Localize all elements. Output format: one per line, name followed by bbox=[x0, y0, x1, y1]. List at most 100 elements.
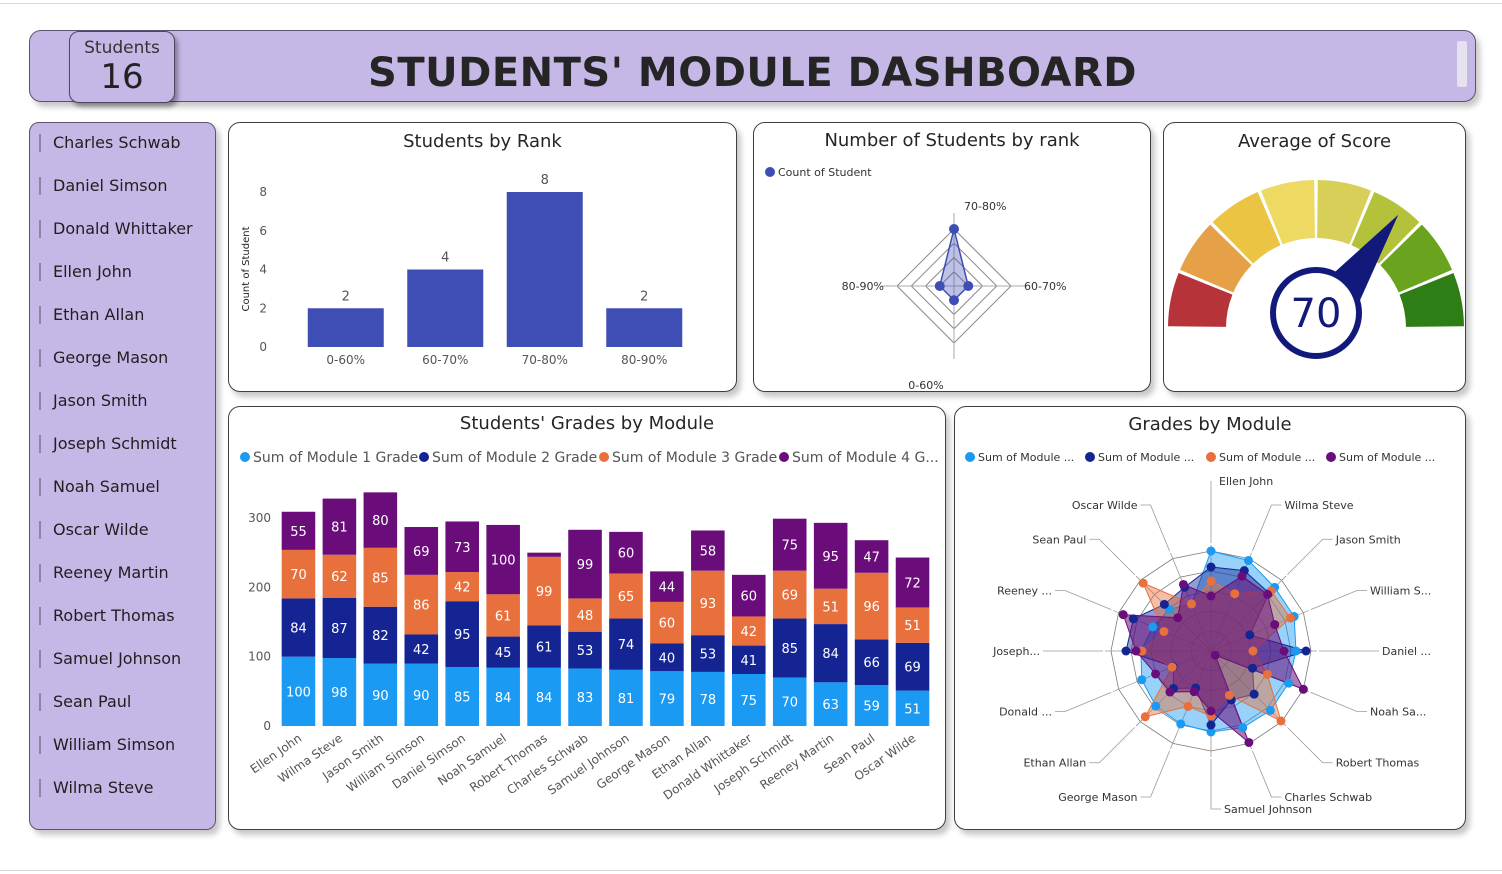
slicer-item[interactable]: Wilma Steve bbox=[39, 776, 209, 800]
radar-axis-label: 60-70% bbox=[1024, 280, 1066, 293]
radar-axis-label: 0-60% bbox=[908, 379, 943, 392]
radar-point bbox=[1262, 669, 1272, 679]
radar-point bbox=[1249, 689, 1259, 699]
stacked-bar-segment bbox=[731, 674, 766, 726]
data-label: 45 bbox=[495, 646, 512, 661]
callout-line bbox=[1055, 691, 1112, 712]
stacked-bar-segment bbox=[895, 690, 930, 726]
y-tick-label: 0 bbox=[259, 340, 267, 354]
stacked-bar-segment bbox=[486, 667, 520, 726]
radar-point bbox=[1238, 723, 1248, 733]
stacked-bar-segment bbox=[895, 557, 930, 608]
data-label: 65 bbox=[618, 590, 635, 605]
data-label: 51 bbox=[904, 619, 921, 634]
data-label: 42 bbox=[413, 643, 430, 658]
legend-marker bbox=[419, 452, 429, 462]
data-label: 85 bbox=[454, 691, 471, 706]
data-label: 90 bbox=[372, 689, 389, 704]
data-label: 96 bbox=[863, 600, 880, 615]
students-by-rank-title: Students by Rank bbox=[403, 131, 562, 152]
legend-label: Sum of Module ... bbox=[1219, 451, 1315, 464]
data-label: 66 bbox=[863, 656, 880, 671]
stacked-bar-segment bbox=[609, 531, 643, 574]
slicer-item[interactable]: Robert Thomas bbox=[39, 604, 209, 628]
x-tick-label: 0-60% bbox=[326, 353, 365, 367]
slicer-item-label: Samuel Johnson bbox=[53, 649, 182, 668]
stacked-bar-segment bbox=[691, 570, 725, 636]
slicer-item[interactable]: Ethan Allan bbox=[39, 303, 209, 327]
report-canvas bbox=[0, 3, 1502, 871]
slicer-item[interactable]: Joseph Schmidt bbox=[39, 432, 209, 456]
radar-point bbox=[1244, 737, 1254, 747]
slicer-item[interactable]: Reeney Martin bbox=[39, 561, 209, 585]
legend-label: Sum of Module 1 Grade bbox=[253, 450, 418, 466]
radar-point bbox=[1248, 663, 1258, 673]
data-label: 59 bbox=[863, 700, 880, 715]
stacked-bar-segment bbox=[813, 522, 848, 589]
stacked-bar-segment bbox=[363, 492, 398, 548]
slicer-item[interactable]: Oscar Wilde bbox=[39, 518, 209, 542]
slicer-item-label: Jason Smith bbox=[53, 391, 148, 410]
legend-marker bbox=[765, 167, 775, 177]
radar-axis-label: Wilma Steve bbox=[1284, 499, 1353, 512]
data-label: 44 bbox=[659, 581, 676, 596]
data-label: 62 bbox=[331, 570, 348, 585]
data-label: 81 bbox=[618, 692, 635, 707]
radar-point bbox=[1131, 646, 1141, 656]
slicer-item[interactable]: Samuel Johnson bbox=[39, 647, 209, 671]
gauge-band bbox=[1317, 180, 1371, 245]
legend-label: Sum of Module 4 G... bbox=[792, 450, 939, 466]
slicer-item[interactable]: Sean Paul bbox=[39, 690, 209, 714]
data-label: 42 bbox=[741, 625, 758, 640]
stacked-bar-segment bbox=[486, 524, 520, 595]
data-label: 98 bbox=[331, 686, 348, 701]
data-label: 86 bbox=[413, 599, 430, 614]
radar-axis-label: Jason Smith bbox=[1335, 533, 1401, 546]
y-tick-label: 8 bbox=[259, 185, 267, 199]
slicer-item[interactable]: Daniel Simson bbox=[39, 174, 209, 198]
radar-point bbox=[1224, 690, 1234, 700]
data-label: 42 bbox=[454, 581, 471, 596]
data-label: 51 bbox=[822, 600, 839, 615]
slicer-item-marker bbox=[39, 478, 41, 496]
slicer-item[interactable]: William Simson bbox=[39, 733, 209, 757]
slicer-item[interactable]: George Mason bbox=[39, 346, 209, 370]
data-label: 82 bbox=[372, 629, 389, 644]
data-label: 93 bbox=[700, 597, 717, 612]
stacked-bar-segment bbox=[772, 618, 807, 678]
slicer-item-marker bbox=[39, 650, 41, 668]
slicer-item[interactable]: Jason Smith bbox=[39, 389, 209, 413]
stacked-bar-segment bbox=[445, 601, 480, 668]
data-label: 69 bbox=[413, 545, 430, 560]
radar-point bbox=[1206, 591, 1216, 601]
slicer-item-marker bbox=[39, 564, 41, 582]
radar-point bbox=[1206, 727, 1216, 737]
gauge-band bbox=[1168, 273, 1233, 327]
data-label: 90 bbox=[413, 689, 430, 704]
y-tick-label: 300 bbox=[248, 511, 271, 525]
data-label: 60 bbox=[659, 617, 676, 632]
slicer-item-marker bbox=[39, 349, 41, 367]
slicer-item[interactable]: Charles Schwab bbox=[39, 131, 209, 155]
stacked-bar-segment bbox=[486, 636, 520, 668]
radar-axis-label: 70-80% bbox=[964, 200, 1006, 213]
radar-point bbox=[1176, 719, 1186, 729]
radar-point bbox=[1128, 614, 1138, 624]
slicer-item[interactable]: Noah Samuel bbox=[39, 475, 209, 499]
callout-line bbox=[1210, 759, 1221, 810]
data-label: 81 bbox=[331, 521, 348, 536]
page-title: STUDENTS' MODULE DASHBOARD bbox=[368, 50, 1137, 96]
radar-point bbox=[1138, 578, 1148, 588]
slicer-item-label: Noah Samuel bbox=[53, 477, 160, 496]
legend-marker bbox=[240, 452, 250, 462]
data-label: 79 bbox=[659, 693, 676, 708]
scrollbar-thumb[interactable] bbox=[1457, 41, 1467, 87]
slicer-item-marker bbox=[39, 177, 41, 195]
radar-axis-label: Noah Sa... bbox=[1370, 705, 1426, 718]
radar-point bbox=[1140, 712, 1150, 722]
data-label: 70 bbox=[290, 568, 307, 583]
radar-point bbox=[1173, 613, 1183, 623]
slicer-item[interactable]: Donald Whittaker bbox=[39, 217, 209, 241]
radar-point bbox=[1248, 646, 1258, 656]
slicer-item[interactable]: Ellen John bbox=[39, 260, 209, 284]
